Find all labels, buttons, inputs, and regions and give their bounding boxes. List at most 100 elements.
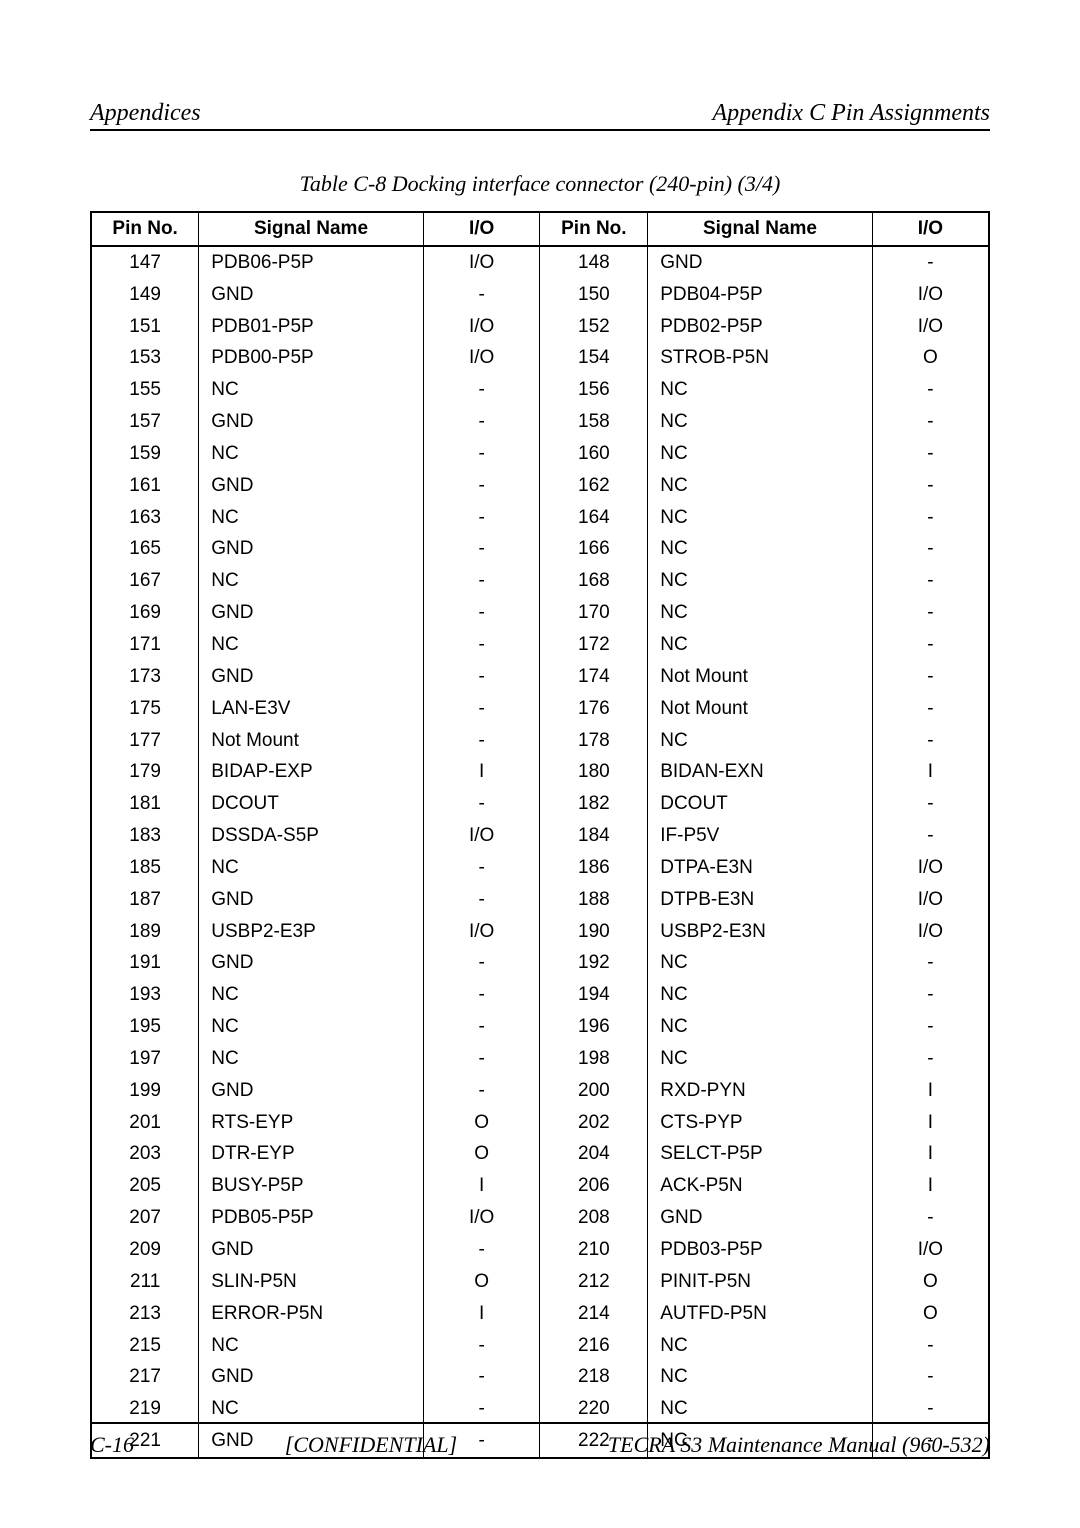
table-row: 191GND-192NC-	[91, 947, 989, 979]
io-cell: -	[423, 884, 540, 916]
io-cell: -	[872, 597, 989, 629]
signal-cell: DCOUT	[648, 788, 873, 820]
footer-confidential: [CONFIDENTIAL]	[285, 1432, 457, 1458]
pin-cell: 150	[540, 279, 648, 311]
pin-cell: 170	[540, 597, 648, 629]
signal-cell: NC	[199, 565, 424, 597]
table-row: 217GND-218NC-	[91, 1361, 989, 1393]
pin-cell: 220	[540, 1393, 648, 1425]
table-row: 199GND-200RXD-PYNI	[91, 1075, 989, 1107]
pin-cell: 185	[91, 852, 199, 884]
pin-cell: 205	[91, 1170, 199, 1202]
signal-cell: DSSDA-S5P	[199, 820, 424, 852]
signal-cell: USBP2-E3P	[199, 916, 424, 948]
io-cell: I/O	[423, 820, 540, 852]
signal-cell: NC	[199, 1011, 424, 1043]
io-cell: -	[872, 1361, 989, 1393]
pin-cell: 159	[91, 438, 199, 470]
pin-cell: 191	[91, 947, 199, 979]
signal-cell: Not Mount	[648, 661, 873, 693]
io-cell: I	[423, 1298, 540, 1330]
io-cell: O	[872, 1266, 989, 1298]
io-cell: -	[423, 661, 540, 693]
signal-cell: NC	[648, 947, 873, 979]
signal-cell: NC	[199, 374, 424, 406]
pin-cell: 167	[91, 565, 199, 597]
pin-cell: 160	[540, 438, 648, 470]
header-left: Appendices	[90, 100, 201, 127]
pin-cell: 202	[540, 1107, 648, 1139]
io-cell: -	[423, 438, 540, 470]
signal-cell: GND	[199, 406, 424, 438]
signal-cell: SELCT-P5P	[648, 1138, 873, 1170]
pin-cell: 214	[540, 1298, 648, 1330]
pin-cell: 180	[540, 756, 648, 788]
signal-cell: PDB02-P5P	[648, 311, 873, 343]
signal-cell: NC	[648, 533, 873, 565]
io-cell: -	[872, 502, 989, 534]
io-cell: -	[872, 565, 989, 597]
signal-cell: GND	[199, 597, 424, 629]
io-cell: -	[872, 788, 989, 820]
signal-cell: NC	[199, 1043, 424, 1075]
table-row: 213ERROR-P5NI214AUTFD-P5NO	[91, 1298, 989, 1330]
header-right: Appendix C Pin Assignments	[712, 100, 990, 127]
table-row: 185NC-186DTPA-E3NI/O	[91, 852, 989, 884]
pin-cell: 216	[540, 1330, 648, 1362]
signal-cell: PDB03-P5P	[648, 1234, 873, 1266]
pin-cell: 182	[540, 788, 648, 820]
pin-cell: 190	[540, 916, 648, 948]
pin-cell: 178	[540, 725, 648, 757]
pin-cell: 208	[540, 1202, 648, 1234]
pin-cell: 187	[91, 884, 199, 916]
io-cell: I	[423, 756, 540, 788]
signal-cell: NC	[199, 502, 424, 534]
signal-cell: DCOUT	[199, 788, 424, 820]
signal-cell: GND	[199, 533, 424, 565]
io-cell: O	[423, 1266, 540, 1298]
pin-cell: 157	[91, 406, 199, 438]
pin-cell: 165	[91, 533, 199, 565]
io-cell: O	[423, 1138, 540, 1170]
pin-cell: 194	[540, 979, 648, 1011]
signal-cell: NC	[648, 979, 873, 1011]
io-cell: I/O	[872, 916, 989, 948]
signal-cell: BUSY-P5P	[199, 1170, 424, 1202]
io-cell: -	[872, 470, 989, 502]
signal-cell: DTPA-E3N	[648, 852, 873, 884]
table-row: 179BIDAP-EXPI180BIDAN-EXNI	[91, 756, 989, 788]
io-cell: -	[872, 1393, 989, 1425]
signal-cell: BIDAP-EXP	[199, 756, 424, 788]
pin-cell: 207	[91, 1202, 199, 1234]
signal-cell: GND	[648, 246, 873, 279]
io-cell: -	[423, 947, 540, 979]
pin-cell: 181	[91, 788, 199, 820]
io-cell: -	[423, 374, 540, 406]
io-cell: I/O	[423, 246, 540, 279]
pin-cell: 217	[91, 1361, 199, 1393]
pin-cell: 169	[91, 597, 199, 629]
io-cell: -	[872, 947, 989, 979]
io-cell: I/O	[423, 1202, 540, 1234]
page-footer: C-16 [CONFIDENTIAL] TECRA S3 Maintenance…	[90, 1422, 990, 1458]
io-cell: -	[872, 438, 989, 470]
signal-cell: ACK-P5N	[648, 1170, 873, 1202]
pin-cell: 203	[91, 1138, 199, 1170]
signal-cell: GND	[199, 1234, 424, 1266]
io-cell: -	[423, 597, 540, 629]
pin-cell: 210	[540, 1234, 648, 1266]
io-cell: -	[423, 565, 540, 597]
io-cell: -	[872, 374, 989, 406]
signal-cell: NC	[648, 1043, 873, 1075]
io-cell: -	[872, 693, 989, 725]
pin-cell: 219	[91, 1393, 199, 1425]
io-cell: I	[872, 1107, 989, 1139]
table-row: 163NC-164NC-	[91, 502, 989, 534]
io-cell: I/O	[872, 852, 989, 884]
table-row: 205BUSY-P5PI206ACK-P5NI	[91, 1170, 989, 1202]
pin-cell: 183	[91, 820, 199, 852]
signal-cell: CTS-PYP	[648, 1107, 873, 1139]
signal-cell: GND	[199, 1361, 424, 1393]
footer-page-number: C-16	[90, 1432, 134, 1458]
signal-cell: PDB06-P5P	[199, 246, 424, 279]
